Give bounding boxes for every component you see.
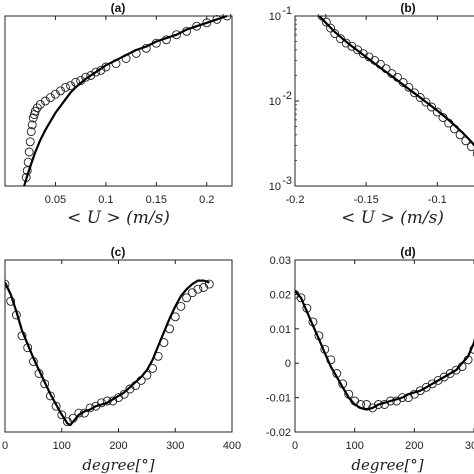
data-point	[66, 81, 76, 91]
data-point	[28, 113, 38, 123]
data-point	[25, 137, 35, 147]
y-tick-label: 10	[269, 11, 281, 23]
data-point	[182, 293, 192, 303]
y-tick-label: 0.02	[270, 289, 291, 301]
data-point	[358, 49, 368, 59]
x-tick-label: 400	[223, 440, 241, 452]
data-point	[61, 82, 70, 92]
data-point	[32, 103, 42, 113]
y-tick-label: 10	[269, 181, 281, 193]
data-point	[421, 97, 431, 107]
y-tick-label: -0.02	[266, 427, 291, 439]
data-point	[24, 147, 34, 157]
data-point	[199, 283, 209, 292]
x-tick-label: -0.1	[428, 194, 447, 206]
x-axis-label-b: < U > (m/s)	[341, 208, 444, 228]
x-tick-label: 0.05	[45, 194, 66, 206]
data-point	[27, 120, 37, 130]
data-point	[410, 88, 419, 98]
data-area-c	[5, 279, 214, 427]
data-point	[172, 30, 181, 40]
data-point	[35, 99, 45, 109]
data-point	[56, 86, 65, 96]
data-point	[472, 150, 474, 157]
axes-frame-a	[4, 15, 233, 187]
data-area-d	[295, 289, 474, 413]
data-point	[57, 410, 67, 420]
fit-line	[318, 15, 474, 147]
data-point	[45, 93, 55, 103]
y-tick-label: 0.01	[270, 324, 291, 336]
x-tick-label: -0.15	[354, 194, 379, 206]
data-point	[432, 107, 442, 117]
x-tick-label: 100	[53, 440, 71, 452]
x-tick-label: 0	[2, 440, 8, 452]
data-point	[187, 288, 197, 298]
data-area-a	[21, 14, 232, 187]
x-tick-label: 0.15	[146, 194, 167, 206]
data-point	[202, 18, 212, 28]
x-tick-label: 0.2	[199, 194, 214, 206]
data-point	[91, 67, 101, 77]
panel-title-c: (c)	[111, 245, 126, 259]
x-tick-label: 300	[465, 440, 474, 452]
y-tick-label: 0.03	[270, 255, 291, 267]
data-point	[341, 38, 351, 48]
data-point	[427, 102, 437, 112]
data-point	[176, 301, 186, 311]
y-tick-label: -0.01	[266, 393, 291, 405]
panel-title-d: (d)	[400, 245, 415, 259]
data-point	[193, 284, 203, 294]
x-tick-label: 300	[166, 440, 184, 452]
panel-title-a: (a)	[111, 1, 126, 15]
data-point	[296, 293, 306, 303]
panel-title-b: (b)	[400, 1, 415, 15]
x-tick-label: 200	[405, 440, 423, 452]
data-point	[86, 71, 96, 80]
x-tick-label: 100	[345, 440, 363, 452]
panel-b: (b)-0.2 -0.15 -0.110-310-210 -1< U > (m/s)	[269, 1, 474, 228]
x-axis-label-d: degree[°]	[351, 456, 423, 474]
panel-a: (a) 0.05 0.1 0.15 0.2 < U > (m/s)	[4, 1, 233, 228]
data-point	[397, 393, 407, 403]
axes-frame-d	[294, 259, 474, 433]
data-point	[51, 401, 61, 411]
axes-frame-b	[294, 15, 474, 187]
y-tick-label: 10	[269, 96, 281, 108]
data-point	[415, 93, 425, 102]
data-point	[336, 34, 345, 44]
y-tick-exponent: -2	[282, 90, 292, 102]
fit-line	[5, 279, 210, 427]
data-point	[222, 14, 232, 21]
x-tick-label: 200	[109, 440, 127, 452]
fit-line	[23, 14, 228, 187]
x-tick-label: -0.2	[286, 194, 305, 206]
data-point	[326, 23, 336, 33]
data-point	[50, 89, 60, 99]
data-point	[26, 127, 36, 137]
data-point	[330, 29, 340, 39]
y-tick-exponent: -1	[282, 5, 292, 17]
data-point	[40, 96, 50, 106]
data-area-b	[317, 14, 474, 157]
x-axis-label-c: degree[°]	[82, 456, 154, 474]
data-point	[204, 279, 214, 289]
fit-line	[295, 290, 474, 411]
y-tick-exponent: -3	[282, 175, 292, 187]
x-axis-label-a: < U > (m/s)	[67, 208, 170, 228]
data-point	[192, 21, 202, 31]
axes-frame-c	[4, 259, 233, 433]
data-point	[212, 14, 222, 24]
data-point	[5, 279, 10, 289]
y-tick-label: 0	[285, 358, 291, 370]
x-tick-label: 0.1	[98, 194, 113, 206]
panel-d: (d) 0 100 200 300 -0.02 -0.01 0 0.01 0.02 0.03 degr…	[266, 245, 474, 474]
panel-c: (c) 0 100 200 300 400 degree[°]	[2, 245, 241, 474]
data-point	[362, 400, 372, 409]
data-point	[321, 17, 331, 27]
x-tick-label: 0	[292, 440, 298, 452]
